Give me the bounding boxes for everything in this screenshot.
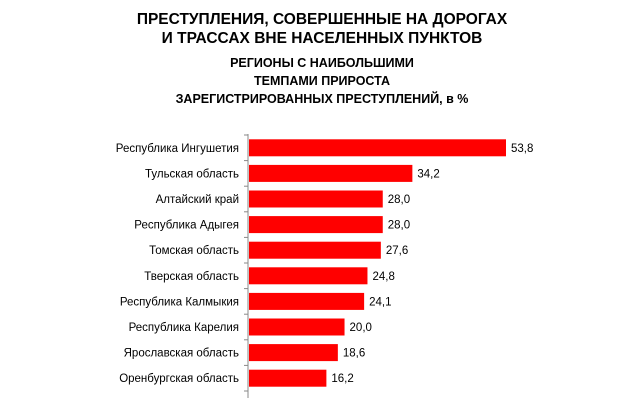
- bar: [249, 139, 506, 157]
- bar: [249, 164, 413, 182]
- data-label: 28,0: [388, 194, 410, 206]
- category-label: Алтайский край: [156, 194, 239, 206]
- category-label: Оренбургская область: [119, 373, 239, 385]
- data-label: 16,2: [331, 373, 353, 385]
- data-label: 34,2: [417, 168, 439, 180]
- chart-title-line: ПРЕСТУПЛЕНИЯ, СОВЕРШЕННЫЕ НА ДОРОГАХ: [136, 11, 508, 28]
- bar: [249, 241, 381, 259]
- category-label: Ярославская область: [124, 348, 239, 360]
- category-label: Республика Адыгея: [134, 220, 239, 232]
- data-label: 18,6: [343, 348, 365, 360]
- category-label: Тульская область: [145, 168, 239, 180]
- data-label: 24,8: [372, 271, 394, 283]
- bar: [249, 216, 383, 234]
- category-label: Республика Калмыкия: [120, 296, 239, 308]
- chart-subtitle: РЕГИОНЫ С НАИБОЛЬШИМИ ТЕМПАМИ ПРИРОСТА З…: [0, 54, 644, 108]
- data-label: 27,6: [386, 245, 408, 257]
- data-label: 20,0: [350, 322, 372, 334]
- data-label: 24,1: [369, 296, 391, 308]
- chart-subtitle-line: РЕГИОНЫ С НАИБОЛЬШИМИ: [230, 56, 414, 70]
- chart-title-line: И ТРАССАХ ВНЕ НАСЕЛЕННЫХ ПУНКТОВ: [161, 30, 483, 47]
- chart-title: ПРЕСТУПЛЕНИЯ, СОВЕРШЕННЫЕ НА ДОРОГАХ И Т…: [0, 10, 644, 48]
- category-label: Республика Карелия: [129, 322, 239, 334]
- data-label: 53,8: [511, 143, 533, 155]
- bar: [249, 369, 327, 387]
- chart-subtitle-line: ЗАРЕГИСТРИРОВАННЫХ ПРЕСТУПЛЕНИЙ, в %: [175, 92, 469, 106]
- category-label: Тверская область: [144, 271, 239, 283]
- chart-subtitle-line: ТЕМПАМИ ПРИРОСТА: [253, 74, 391, 88]
- category-label: Томская область: [149, 245, 239, 257]
- category-label: Республика Ингушетия: [116, 143, 239, 155]
- data-label: 28,0: [388, 220, 410, 232]
- bar: [249, 267, 368, 285]
- bar: [249, 190, 383, 208]
- bar: [249, 318, 345, 336]
- bar: [249, 344, 338, 362]
- bar: [249, 292, 365, 310]
